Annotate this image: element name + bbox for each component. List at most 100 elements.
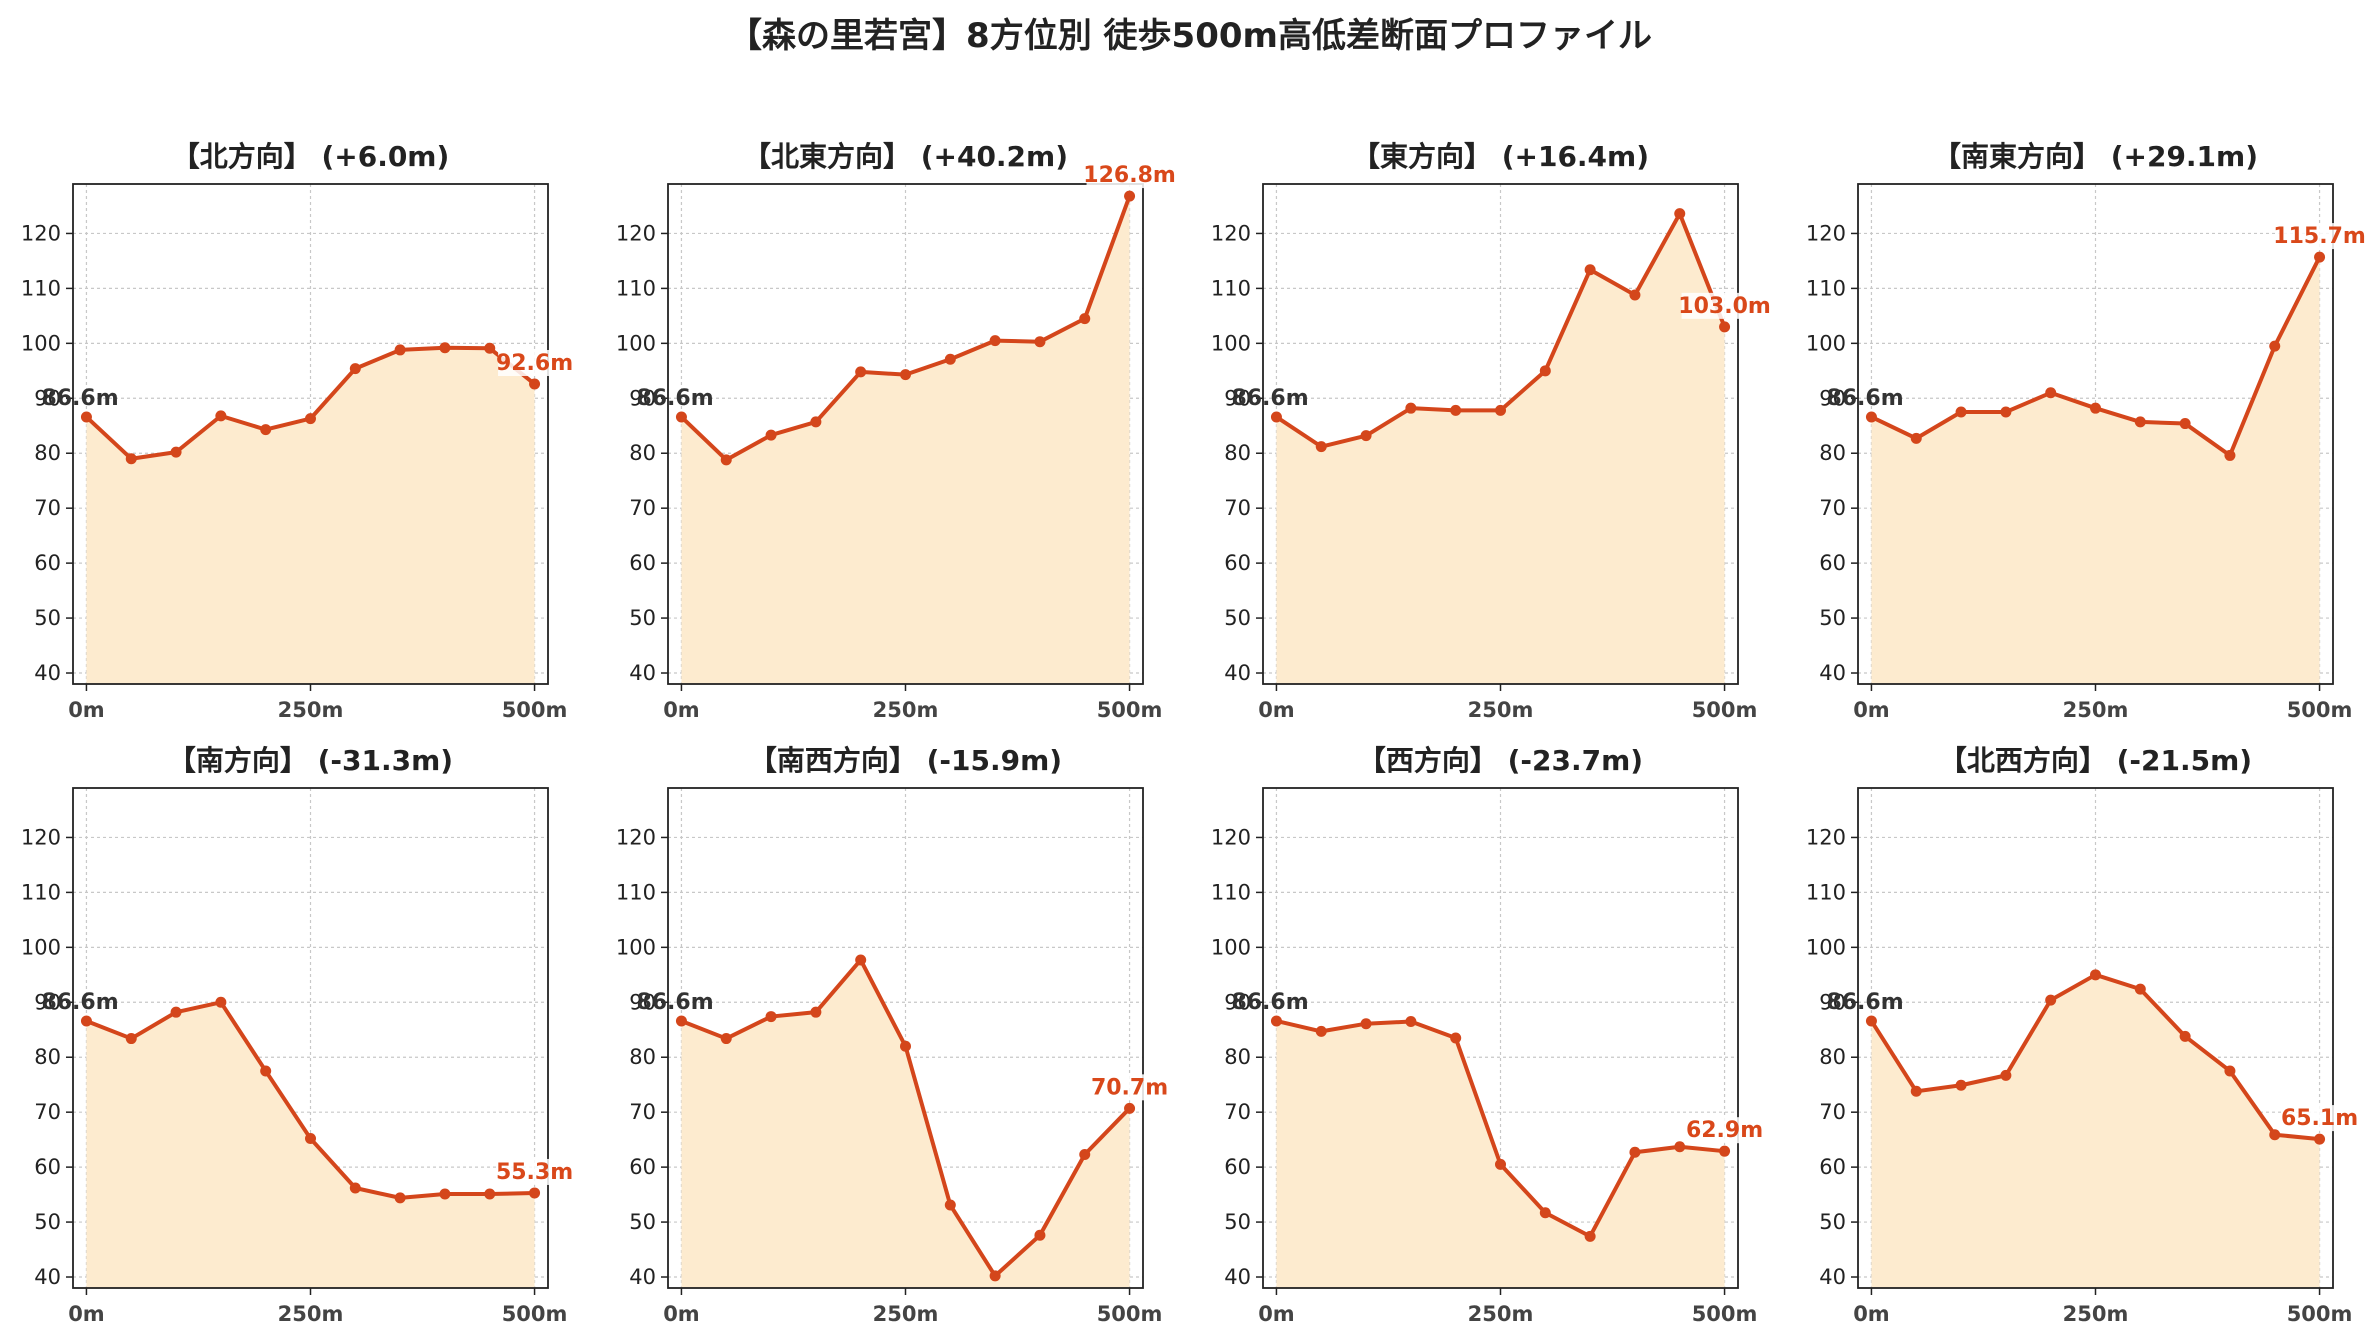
elevation-area xyxy=(1276,1020,1725,1288)
y-tick-label: 80 xyxy=(629,441,656,465)
y-tick-label: 60 xyxy=(1819,551,1846,575)
x-tick-label: 250m xyxy=(278,1302,344,1326)
data-point xyxy=(2269,1129,2281,1141)
y-tick-label: 90 xyxy=(1819,990,1846,1014)
data-point xyxy=(80,1015,92,1027)
data-point xyxy=(989,1270,1001,1282)
data-point xyxy=(305,413,316,425)
data-point xyxy=(2224,1065,2236,1077)
x-tick-label: 500m xyxy=(1692,1302,1758,1326)
data-point xyxy=(900,1040,911,1052)
data-point xyxy=(1539,365,1551,377)
data-point xyxy=(1450,1032,1462,1044)
data-point xyxy=(2179,418,2191,430)
y-tick-label: 110 xyxy=(21,276,61,300)
data-point xyxy=(1360,1018,1372,1030)
elevation-area xyxy=(681,959,1130,1288)
start-value-label: 86.6m xyxy=(41,386,118,411)
elevation-area xyxy=(86,1002,535,1288)
x-tick-label: 0m xyxy=(1853,1302,1890,1326)
y-tick-label: 110 xyxy=(1211,276,1251,300)
data-point xyxy=(1629,1146,1641,1158)
data-point xyxy=(1450,404,1462,416)
y-tick-label: 60 xyxy=(629,1155,656,1179)
subplot-2: 【北東方向】 (+40.2m) 40 50 60 70 80 90 100 110 120 0m 25… xyxy=(616,140,1176,722)
y-tick-label: 100 xyxy=(1806,935,1846,959)
x-tick-label: 0m xyxy=(1258,1302,1295,1326)
y-tick-label: 90 xyxy=(1224,990,1251,1014)
plot-frame xyxy=(72,787,549,1289)
subplot-title: 【南東方向】 (+29.1m) xyxy=(1933,140,2258,173)
y-tick-label: 60 xyxy=(629,551,656,575)
data-point xyxy=(1124,1102,1136,1114)
end-value-label: 92.6m xyxy=(496,351,573,376)
y-tick-label: 50 xyxy=(1224,1210,1251,1234)
y-tick-label: 50 xyxy=(629,606,656,630)
data-point xyxy=(529,1187,541,1199)
elevation-area xyxy=(1276,213,1725,684)
data-point xyxy=(675,1015,687,1027)
y-tick-label: 40 xyxy=(34,1265,61,1289)
data-point xyxy=(1270,1015,1282,1027)
data-point xyxy=(394,344,406,356)
end-label-bg xyxy=(2276,223,2363,250)
data-point xyxy=(2000,406,2012,418)
y-tick-label: 120 xyxy=(1806,825,1846,849)
subplot-title: 【西方向】 (-23.7m) xyxy=(1358,744,1643,777)
data-point xyxy=(1270,411,1282,423)
y-tick-label: 120 xyxy=(616,825,656,849)
y-tick-label: 90 xyxy=(629,990,656,1014)
data-point xyxy=(944,1199,956,1211)
y-tick-label: 100 xyxy=(1806,331,1846,355)
y-tick-label: 70 xyxy=(34,496,61,520)
subplot-title: 【北方向】 (+6.0m) xyxy=(172,140,450,173)
y-tick-label: 110 xyxy=(616,276,656,300)
elevation-area xyxy=(1871,974,2320,1288)
end-label-bg xyxy=(498,1158,572,1185)
x-tick-label: 250m xyxy=(278,698,344,722)
subplot-5: 【南方向】 (-31.3m) 40 50 60 70 80 90 100 110 120 0m 250… xyxy=(21,744,573,1326)
subplot-title: 【南西方向】 (-15.9m) xyxy=(749,744,1062,777)
data-point xyxy=(1584,264,1596,276)
data-point xyxy=(765,1011,777,1023)
end-value-label: 115.7m xyxy=(2273,224,2366,249)
data-point xyxy=(349,363,361,375)
x-tick-label: 0m xyxy=(663,698,700,722)
y-tick-label: 70 xyxy=(1819,496,1846,520)
data-point xyxy=(215,996,227,1008)
subplot-title: 【北東方向】 (+40.2m) xyxy=(743,140,1068,173)
y-tick-label: 80 xyxy=(1819,441,1846,465)
data-point xyxy=(2090,402,2101,414)
data-point xyxy=(810,416,822,428)
y-tick-label: 50 xyxy=(1819,606,1846,630)
y-tick-label: 40 xyxy=(34,661,61,685)
end-value-label: 126.8m xyxy=(1083,163,1176,188)
y-tick-label: 110 xyxy=(1806,880,1846,904)
y-tick-label: 120 xyxy=(21,825,61,849)
y-tick-label: 70 xyxy=(629,496,656,520)
x-tick-label: 250m xyxy=(873,698,939,722)
y-tick-label: 50 xyxy=(1819,1210,1846,1234)
data-point xyxy=(2314,1133,2326,1145)
elevation-area xyxy=(1871,257,2320,684)
start-value-label: 86.6m xyxy=(41,990,118,1015)
y-tick-label: 120 xyxy=(1211,825,1251,849)
end-value-label: 62.9m xyxy=(1686,1118,1763,1143)
plot-frame xyxy=(667,183,1144,685)
data-point xyxy=(1674,208,1686,220)
y-tick-label: 120 xyxy=(1806,221,1846,245)
start-value-label: 86.6m xyxy=(1231,990,1308,1015)
data-point xyxy=(170,1006,182,1018)
end-label-bg xyxy=(1688,1117,1762,1144)
x-tick-label: 0m xyxy=(68,1302,105,1326)
data-point xyxy=(439,342,451,354)
data-point xyxy=(1955,1079,1967,1091)
x-tick-label: 500m xyxy=(2287,698,2353,722)
y-tick-label: 110 xyxy=(1211,880,1251,904)
x-tick-label: 250m xyxy=(873,1302,939,1326)
y-tick-label: 90 xyxy=(629,386,656,410)
y-tick-label: 70 xyxy=(1819,1100,1846,1124)
y-tick-label: 80 xyxy=(1224,1045,1251,1069)
y-tick-label: 110 xyxy=(616,880,656,904)
